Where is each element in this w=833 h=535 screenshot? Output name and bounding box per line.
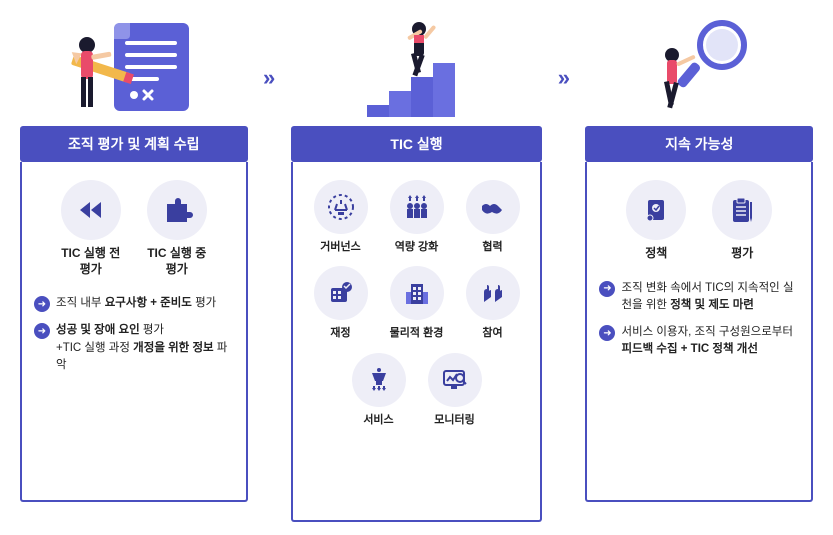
- cooperation-icon: [466, 180, 520, 234]
- bullets-assessment: ➜ 조직 내부 요구사항 + 준비도 평가 ➜ 성공 및 장애 요인 평가+TI…: [34, 295, 234, 384]
- capacity-icon: [390, 180, 444, 234]
- bullet-text: 서비스 이용자, 조직 구성원으로부터 피드백 수집 + TIC 정책 개선: [621, 324, 799, 359]
- chevron-arrow-1: »: [256, 65, 283, 91]
- service-icon: [352, 353, 406, 407]
- label-participation: 참여: [482, 326, 502, 340]
- card-assessment: TIC 실행 전 평가 TIC 실행 중 평가 ➜ 조직 내부 요구사항 + 준…: [20, 162, 248, 502]
- icon-item-policy: 정책: [622, 180, 690, 262]
- bullets-sustainability: ➜ 조직 변화 속에서 TIC의 지속적인 실천을 위한 정책 및 제도 마련 …: [599, 280, 799, 369]
- icon-row-sustain: 정책 평가: [622, 180, 776, 262]
- monitoring-icon: [428, 353, 482, 407]
- label-mid-eval: TIC 실행 중 평가: [143, 246, 211, 277]
- rewind-icon: [61, 180, 121, 240]
- bullet-1: ➜ 조직 내부 요구사항 + 준비도 평가: [34, 295, 234, 312]
- chevron-arrow-2: »: [550, 65, 577, 91]
- finance-icon: [314, 266, 368, 320]
- column-sustainability: 지속 가능성 정책 평가 ➜ 조직 변: [585, 10, 813, 502]
- bullet-text: 성공 및 장애 요인 평가+TIC 실행 과정 개정을 위한 정보 파악: [56, 322, 234, 374]
- arrow-bullet-icon: ➜: [599, 325, 615, 341]
- title-sustainability: 지속 가능성: [585, 126, 813, 162]
- label-policy: 정책: [645, 246, 667, 262]
- icon-item-finance: 재정: [310, 266, 372, 340]
- bullet-text: 조직 변화 속에서 TIC의 지속적인 실천을 위한 정책 및 제도 마련: [621, 280, 799, 315]
- label-evaluation: 평가: [731, 246, 753, 262]
- label-service: 서비스: [363, 413, 393, 427]
- icon-item-participation: 참여: [462, 266, 524, 340]
- bullet-2: ➜ 서비스 이용자, 조직 구성원으로부터 피드백 수집 + TIC 정책 개선: [599, 324, 799, 359]
- participation-icon: [466, 266, 520, 320]
- icon-item-service: 서비스: [348, 353, 410, 427]
- evaluation-icon: [712, 180, 772, 240]
- icon-row-exec-1: 거버넌스 역량 강화 협력: [310, 180, 524, 254]
- label-finance: 재정: [330, 326, 350, 340]
- bullet-text: 조직 내부 요구사항 + 준비도 평가: [56, 295, 216, 312]
- icon-item-evaluation: 평가: [708, 180, 776, 262]
- title-assessment: 조직 평가 및 계획 수립: [20, 126, 248, 162]
- hero-illustration-2: [347, 10, 487, 120]
- column-assessment: 조직 평가 및 계획 수립 TIC 실행 전 평가 TIC 실행 중 평가: [20, 10, 248, 502]
- column-execution: TIC 실행 거버넌스 역량 강화: [291, 10, 543, 522]
- bullet-2: ➜ 성공 및 장애 요인 평가+TIC 실행 과정 개정을 위한 정보 파악: [34, 322, 234, 374]
- bullet-1: ➜ 조직 변화 속에서 TIC의 지속적인 실천을 위한 정책 및 제도 마련: [599, 280, 799, 315]
- environment-icon: [390, 266, 444, 320]
- infographic-container: 조직 평가 및 계획 수립 TIC 실행 전 평가 TIC 실행 중 평가: [0, 0, 833, 532]
- puzzle-icon: [147, 180, 207, 240]
- icon-item-environment: 물리적 환경: [386, 266, 448, 340]
- icon-row-exec-3: 서비스 모니터링: [348, 353, 486, 427]
- card-execution: 거버넌스 역량 강화 협력: [291, 162, 543, 522]
- icon-item-monitoring: 모니터링: [424, 353, 486, 427]
- label-cooperation: 협력: [482, 240, 502, 254]
- policy-icon: [626, 180, 686, 240]
- icon-item-governance: 거버넌스: [310, 180, 372, 254]
- label-governance: 거버넌스: [320, 240, 360, 254]
- icon-row-exec-2: 재정 물리적 환경 참여: [310, 266, 524, 340]
- hero-illustration-3: [634, 10, 764, 120]
- icon-item-pre-eval: TIC 실행 전 평가: [57, 180, 125, 277]
- governance-icon: [314, 180, 368, 234]
- icon-item-mid-eval: TIC 실행 중 평가: [143, 180, 211, 277]
- arrow-bullet-icon: ➜: [34, 296, 50, 312]
- icon-row-assessment: TIC 실행 전 평가 TIC 실행 중 평가: [57, 180, 211, 277]
- arrow-bullet-icon: ➜: [599, 281, 615, 297]
- icon-item-capacity: 역량 강화: [386, 180, 448, 254]
- label-pre-eval: TIC 실행 전 평가: [57, 246, 125, 277]
- hero-illustration-1: [59, 10, 209, 120]
- label-monitoring: 모니터링: [434, 413, 474, 427]
- label-environment: 물리적 환경: [390, 326, 444, 340]
- label-capacity: 역량 강화: [395, 240, 439, 254]
- card-sustainability: 정책 평가 ➜ 조직 변화 속에서 TIC의 지속적인 실천을 위한 정책 및 …: [585, 162, 813, 502]
- arrow-bullet-icon: ➜: [34, 323, 50, 339]
- icon-item-cooperation: 협력: [462, 180, 524, 254]
- title-execution: TIC 실행: [291, 126, 543, 162]
